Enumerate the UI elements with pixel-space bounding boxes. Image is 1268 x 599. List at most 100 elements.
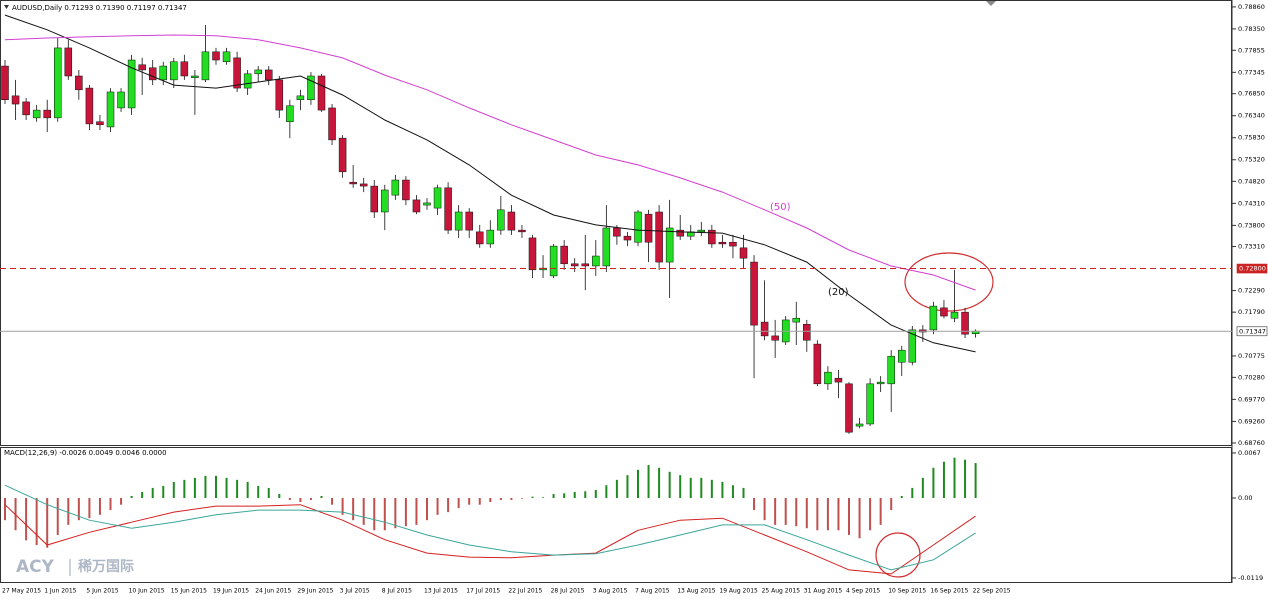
candle-body bbox=[465, 211, 473, 231]
y-tick-label: 0.76850 bbox=[1238, 90, 1265, 98]
candle-body bbox=[602, 227, 611, 267]
moving-average bbox=[4, 14, 976, 353]
candle-body bbox=[317, 75, 326, 111]
candle-body bbox=[940, 307, 948, 317]
candle-body bbox=[54, 47, 62, 119]
candle-body bbox=[497, 209, 505, 231]
candle-body bbox=[328, 107, 336, 141]
y-tick-label: 0.68760 bbox=[1238, 439, 1265, 447]
candle-body bbox=[444, 187, 452, 231]
candle-body bbox=[792, 317, 800, 323]
candle-body bbox=[908, 329, 917, 363]
ma-label: (50) bbox=[770, 202, 791, 213]
price-tag-label: 0.72800 bbox=[1239, 265, 1266, 273]
x-tick-label: 22 Sep 2015 bbox=[973, 588, 1011, 595]
y-tick-label: 0.77855 bbox=[1238, 46, 1265, 54]
candle-body bbox=[697, 229, 706, 233]
candle-body bbox=[391, 179, 400, 196]
x-tick-label: 10 Sep 2015 bbox=[888, 588, 926, 595]
highlight-ellipse bbox=[904, 252, 994, 312]
candle-body bbox=[676, 229, 684, 237]
candle-body bbox=[739, 247, 748, 259]
watermark-name: 稀万国际 bbox=[78, 558, 134, 575]
x-tick-label: 25 Aug 2015 bbox=[762, 588, 801, 595]
candle-body bbox=[613, 227, 621, 237]
candle-body bbox=[433, 187, 442, 209]
candle-body bbox=[423, 202, 431, 206]
candle-body bbox=[644, 213, 653, 243]
x-tick-label: 19 Jun 2015 bbox=[213, 588, 249, 595]
candle-body bbox=[560, 245, 568, 265]
x-tick-label: 16 Sep 2015 bbox=[930, 588, 968, 595]
y-tick-label: 0.73800 bbox=[1238, 221, 1265, 229]
x-tick-label: 3 Jul 2015 bbox=[340, 588, 370, 595]
price-tag-label: 0.71347 bbox=[1239, 327, 1266, 335]
candle-body bbox=[381, 189, 389, 213]
candle-body bbox=[170, 61, 178, 81]
candle-body bbox=[127, 59, 136, 109]
candle-body bbox=[254, 69, 262, 75]
candle-body bbox=[370, 185, 378, 213]
candle-body bbox=[159, 65, 167, 81]
macd-line bbox=[4, 504, 976, 575]
price-tag bbox=[1236, 326, 1268, 337]
candle-body bbox=[623, 235, 632, 241]
x-tick-label: 4 Sep 2015 bbox=[846, 588, 880, 595]
candle-body bbox=[180, 61, 189, 77]
x-tick-label: 17 Jul 2015 bbox=[466, 588, 500, 595]
candle-body bbox=[760, 321, 769, 337]
candle-body bbox=[486, 229, 495, 245]
y-tick-label: 0.70775 bbox=[1238, 352, 1265, 360]
candle-body bbox=[412, 199, 421, 213]
y-tick-label: 0.70280 bbox=[1238, 373, 1265, 381]
candle-body bbox=[148, 67, 157, 81]
candle-body bbox=[96, 121, 104, 126]
chart-title: AUDUSD,Daily 0.71293 0.71390 0.71197 0.7… bbox=[12, 4, 187, 12]
x-tick-label: 7 Aug 2015 bbox=[635, 588, 670, 595]
y-tick-label: 0.74820 bbox=[1238, 177, 1265, 185]
candle-body bbox=[887, 355, 895, 385]
y-tick-label: 0.0067 bbox=[1238, 449, 1261, 457]
x-tick-label: 29 Jun 2015 bbox=[297, 588, 333, 595]
candle-body bbox=[1, 65, 9, 100]
x-tick-label: 31 Aug 2015 bbox=[804, 588, 843, 595]
candle-body bbox=[834, 377, 843, 383]
candle-body bbox=[138, 64, 146, 71]
x-tick-label: 10 Jun 2015 bbox=[129, 588, 165, 595]
y-tick-label: 0.75830 bbox=[1238, 134, 1265, 142]
candle-body bbox=[32, 109, 41, 119]
candle-body bbox=[708, 229, 716, 245]
candle-body bbox=[518, 229, 526, 233]
x-tick-label: 27 May 2015 bbox=[2, 588, 41, 595]
candle-body bbox=[581, 263, 589, 267]
y-tick-label: 0.71790 bbox=[1238, 308, 1265, 316]
watermark-brand: ACY bbox=[16, 557, 55, 577]
x-tick-label: 19 Aug 2015 bbox=[719, 588, 758, 595]
y-tick-label: 0.74310 bbox=[1238, 199, 1265, 207]
moving-average bbox=[4, 34, 976, 291]
y-tick-label: 0.75320 bbox=[1238, 156, 1265, 164]
candle-body bbox=[201, 51, 210, 81]
y-tick-label: 0.00 bbox=[1238, 494, 1252, 502]
candle-body bbox=[454, 211, 463, 231]
candle-body bbox=[528, 237, 537, 271]
highlight-circle bbox=[875, 532, 921, 578]
candle-body bbox=[855, 423, 864, 427]
candle-body bbox=[338, 137, 347, 173]
candle-body bbox=[813, 343, 822, 385]
candle-body bbox=[349, 181, 357, 185]
candle-body bbox=[85, 87, 94, 125]
y-tick-label: 0.69260 bbox=[1238, 417, 1265, 425]
candle-body bbox=[75, 75, 83, 91]
candle-body bbox=[655, 211, 663, 263]
x-tick-label: 1 Jun 2015 bbox=[44, 588, 76, 595]
ma-label: (20) bbox=[828, 287, 849, 298]
candle-body bbox=[665, 227, 674, 263]
candle-body bbox=[43, 109, 51, 119]
candle-body bbox=[106, 91, 115, 128]
x-tick-label: 13 Aug 2015 bbox=[677, 588, 716, 595]
x-tick-label: 13 Jul 2015 bbox=[424, 588, 458, 595]
y-tick-label: 0.69770 bbox=[1238, 395, 1265, 403]
candle-body bbox=[729, 241, 737, 247]
candle-body bbox=[824, 371, 832, 385]
